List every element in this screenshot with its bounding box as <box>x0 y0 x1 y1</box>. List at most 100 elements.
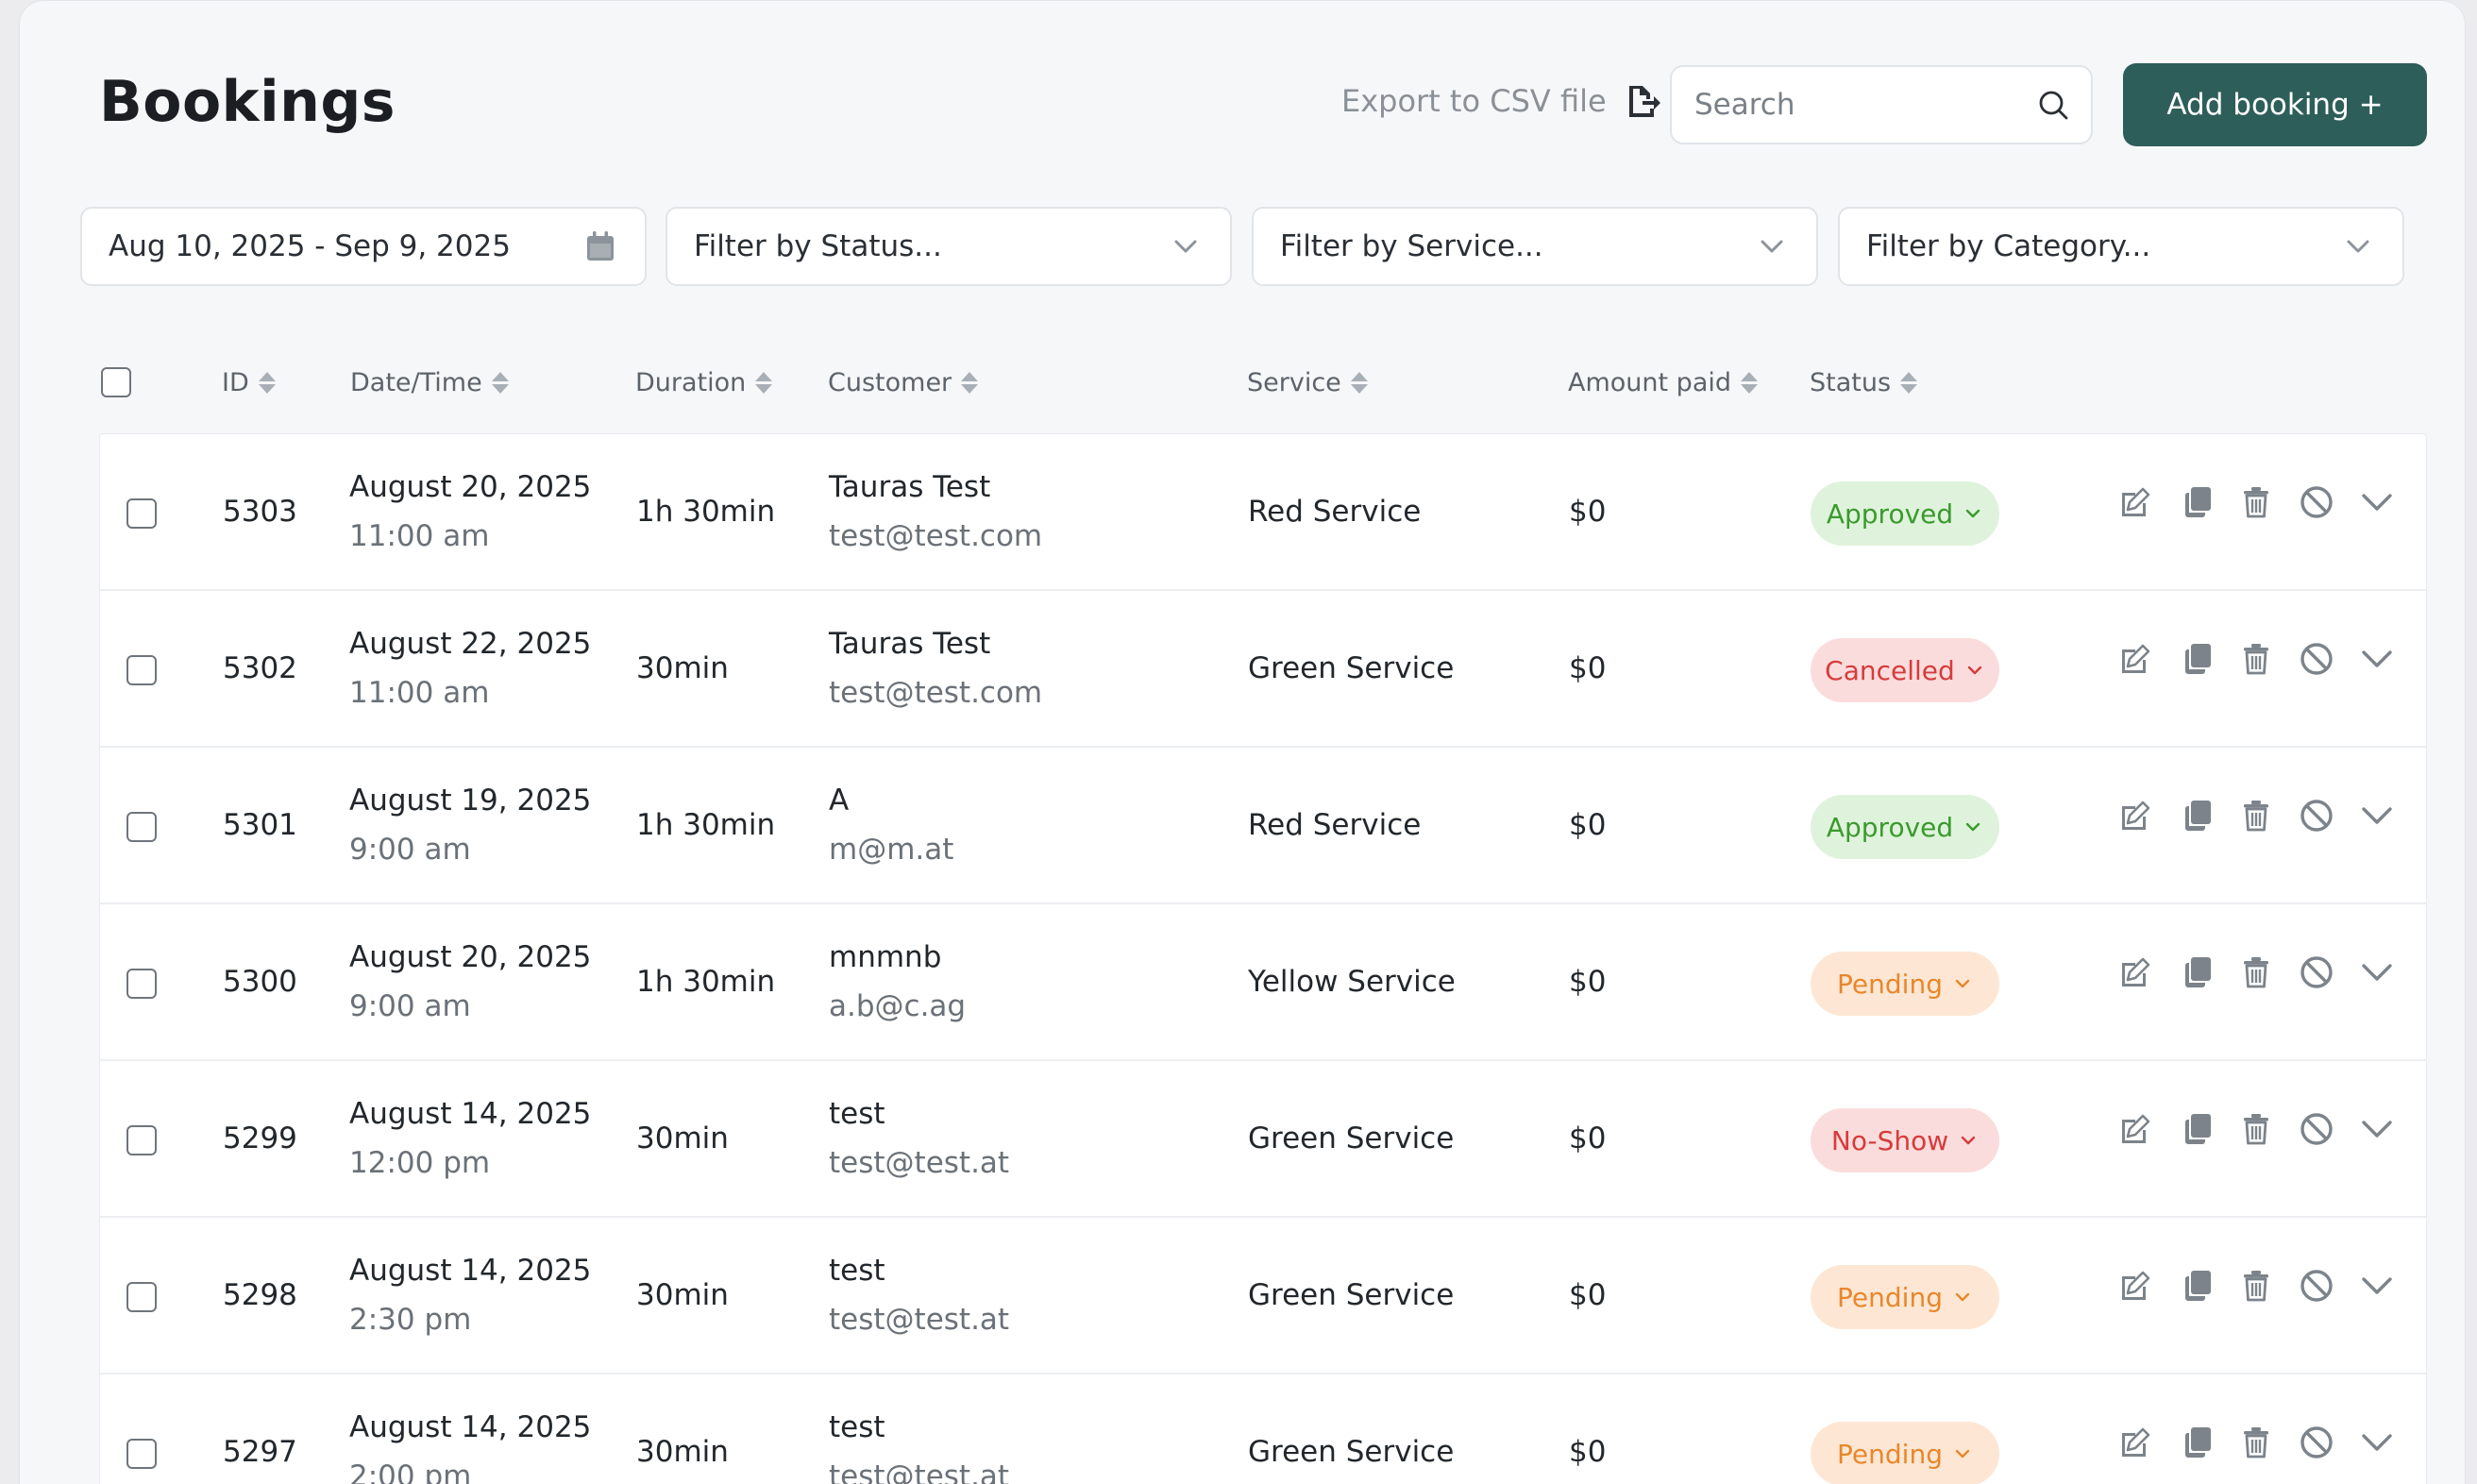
chevron-down-icon <box>1961 1136 1976 1145</box>
chevron-down-icon <box>1965 509 1980 518</box>
booking-date: August 19, 2025 <box>349 784 592 818</box>
edit-icon[interactable] <box>2116 640 2154 678</box>
edit-icon[interactable] <box>2116 797 2154 835</box>
row-checkbox[interactable] <box>126 969 157 999</box>
ban-icon[interactable] <box>2298 640 2335 678</box>
row-actions <box>2116 483 2396 521</box>
row-checkbox[interactable] <box>126 1125 157 1155</box>
trash-icon[interactable] <box>2237 797 2275 835</box>
expand-chevron-icon[interactable] <box>2358 1110 2396 1148</box>
column-id[interactable]: ID <box>222 341 276 424</box>
customer-name: Tauras Test <box>829 470 991 504</box>
duplicate-icon[interactable] <box>2177 483 2215 521</box>
service-filter-select[interactable]: Filter by Service... <box>1252 207 1818 286</box>
ban-icon[interactable] <box>2298 1110 2335 1148</box>
service-filter-label: Filter by Service... <box>1280 229 1543 263</box>
trash-icon[interactable] <box>2237 953 2275 991</box>
booking-time: 9:00 am <box>349 833 471 867</box>
service-name: Yellow Service <box>1248 965 1456 999</box>
edit-icon[interactable] <box>2116 1110 2154 1148</box>
search-box[interactable] <box>1670 65 2093 144</box>
ban-icon[interactable] <box>2298 1424 2335 1461</box>
ban-icon[interactable] <box>2298 1267 2335 1305</box>
ban-icon[interactable] <box>2298 953 2335 991</box>
status-label: Pending <box>1837 968 1943 1000</box>
edit-icon[interactable] <box>2116 483 2154 521</box>
trash-icon[interactable] <box>2237 640 2275 678</box>
table-row[interactable]: 5297 August 14, 2025 2:00 pm 30min test … <box>100 1374 2426 1484</box>
duplicate-icon[interactable] <box>2177 1424 2215 1461</box>
chevron-down-icon <box>1955 1292 1970 1302</box>
select-all-checkbox[interactable] <box>101 367 131 397</box>
booking-id: 5303 <box>223 495 297 529</box>
chevron-down-icon <box>1967 666 1982 675</box>
category-filter-select[interactable]: Filter by Category... <box>1838 207 2404 286</box>
status-badge[interactable]: Approved <box>1811 481 1999 546</box>
status-badge[interactable]: No-Show <box>1811 1108 1999 1172</box>
search-input[interactable] <box>1694 88 2036 122</box>
booking-duration: 30min <box>636 1435 729 1469</box>
expand-chevron-icon[interactable] <box>2358 797 2396 835</box>
column-duration[interactable]: Duration <box>635 341 773 424</box>
table-row[interactable]: 5302 August 22, 2025 11:00 am 30min Taur… <box>100 591 2426 748</box>
table-row[interactable]: 5298 August 14, 2025 2:30 pm 30min test … <box>100 1218 2426 1374</box>
sort-icon <box>1900 371 1918 394</box>
date-range-picker[interactable]: Aug 10, 2025 - Sep 9, 2025 <box>80 207 647 286</box>
trash-icon[interactable] <box>2237 1424 2275 1461</box>
row-checkbox[interactable] <box>126 655 157 685</box>
expand-chevron-icon[interactable] <box>2358 953 2396 991</box>
column-amount[interactable]: Amount paid <box>1568 341 1759 424</box>
calendar-icon <box>587 231 614 261</box>
duplicate-icon[interactable] <box>2177 640 2215 678</box>
select-all-cell <box>101 341 131 424</box>
edit-icon[interactable] <box>2116 1267 2154 1305</box>
status-badge[interactable]: Pending <box>1811 1265 1999 1329</box>
table-row[interactable]: 5300 August 20, 2025 9:00 am 1h 30min mn… <box>100 904 2426 1061</box>
trash-icon[interactable] <box>2237 1267 2275 1305</box>
status-filter-label: Filter by Status... <box>694 229 942 263</box>
booking-date: August 14, 2025 <box>349 1410 592 1444</box>
ban-icon[interactable] <box>2298 483 2335 521</box>
trash-icon[interactable] <box>2237 1110 2275 1148</box>
booking-time: 11:00 am <box>349 676 490 710</box>
table-row[interactable]: 5299 August 14, 2025 12:00 pm 30min test… <box>100 1061 2426 1218</box>
expand-chevron-icon[interactable] <box>2358 1267 2396 1305</box>
export-csv-button[interactable]: Export to CSV file <box>1341 82 1661 120</box>
column-customer[interactable]: Customer <box>828 341 979 424</box>
table-row[interactable]: 5301 August 19, 2025 9:00 am 1h 30min A … <box>100 748 2426 904</box>
booking-id: 5302 <box>223 651 297 685</box>
column-service[interactable]: Service <box>1247 341 1368 424</box>
status-badge[interactable]: Pending <box>1811 952 1999 1016</box>
edit-icon[interactable] <box>2116 953 2154 991</box>
booking-date: August 22, 2025 <box>349 627 592 661</box>
duplicate-icon[interactable] <box>2177 1267 2215 1305</box>
add-booking-button[interactable]: Add booking + <box>2123 63 2427 146</box>
customer-name: Tauras Test <box>829 627 991 661</box>
row-checkbox[interactable] <box>126 812 157 842</box>
column-datetime[interactable]: Date/Time <box>350 341 509 424</box>
status-badge[interactable]: Approved <box>1811 795 1999 859</box>
expand-chevron-icon[interactable] <box>2358 483 2396 521</box>
table-row[interactable]: 5303 August 20, 2025 11:00 am 1h 30min T… <box>100 434 2426 591</box>
expand-chevron-icon[interactable] <box>2358 1424 2396 1461</box>
status-badge[interactable]: Pending <box>1811 1422 1999 1484</box>
row-checkbox[interactable] <box>126 1282 157 1312</box>
status-filter-select[interactable]: Filter by Status... <box>666 207 1232 286</box>
column-status[interactable]: Status <box>1810 341 1918 424</box>
duplicate-icon[interactable] <box>2177 1110 2215 1148</box>
edit-icon[interactable] <box>2116 1424 2154 1461</box>
sort-icon <box>491 371 509 394</box>
duplicate-icon[interactable] <box>2177 797 2215 835</box>
row-checkbox[interactable] <box>126 1439 157 1469</box>
booking-duration: 1h 30min <box>636 965 776 999</box>
search-icon[interactable] <box>2036 88 2070 122</box>
trash-icon[interactable] <box>2237 483 2275 521</box>
ban-icon[interactable] <box>2298 797 2335 835</box>
booking-date: August 20, 2025 <box>349 940 592 974</box>
status-label: No-Show <box>1830 1124 1949 1156</box>
chevron-down-icon <box>1174 240 1197 253</box>
row-checkbox[interactable] <box>126 498 157 529</box>
expand-chevron-icon[interactable] <box>2358 640 2396 678</box>
duplicate-icon[interactable] <box>2177 953 2215 991</box>
status-badge[interactable]: Cancelled <box>1811 638 1999 702</box>
